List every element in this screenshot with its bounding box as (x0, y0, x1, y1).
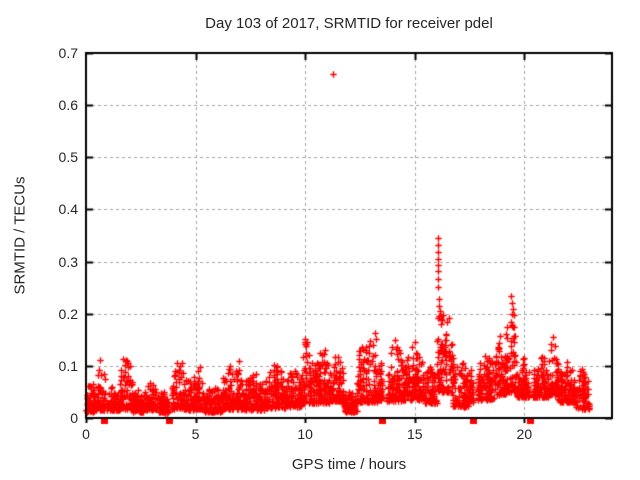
y-tick-label: 0.1 (58, 357, 78, 374)
x-tick-label: 0 (82, 426, 90, 442)
y-tick-label: 0.2 (58, 305, 78, 322)
x-axis-label: GPS time / hours (291, 456, 407, 473)
x-tick-label: 10 (297, 426, 313, 442)
y-tick-label: 0 (70, 410, 78, 426)
y-tick-label: 0.3 (58, 253, 78, 270)
y-tick-label: 0.5 (58, 149, 78, 166)
y-tick-label: 0.6 (58, 97, 78, 114)
chart-title: Day 103 of 2017, SRMTID for receiver pde… (205, 15, 493, 32)
x-tick-label: 15 (406, 426, 423, 442)
x-tick-label: 20 (516, 426, 533, 442)
y-tick-label: 0.7 (58, 45, 78, 61)
x-tick-label: 5 (191, 426, 200, 442)
y-tick-label: 0.4 (58, 201, 78, 218)
